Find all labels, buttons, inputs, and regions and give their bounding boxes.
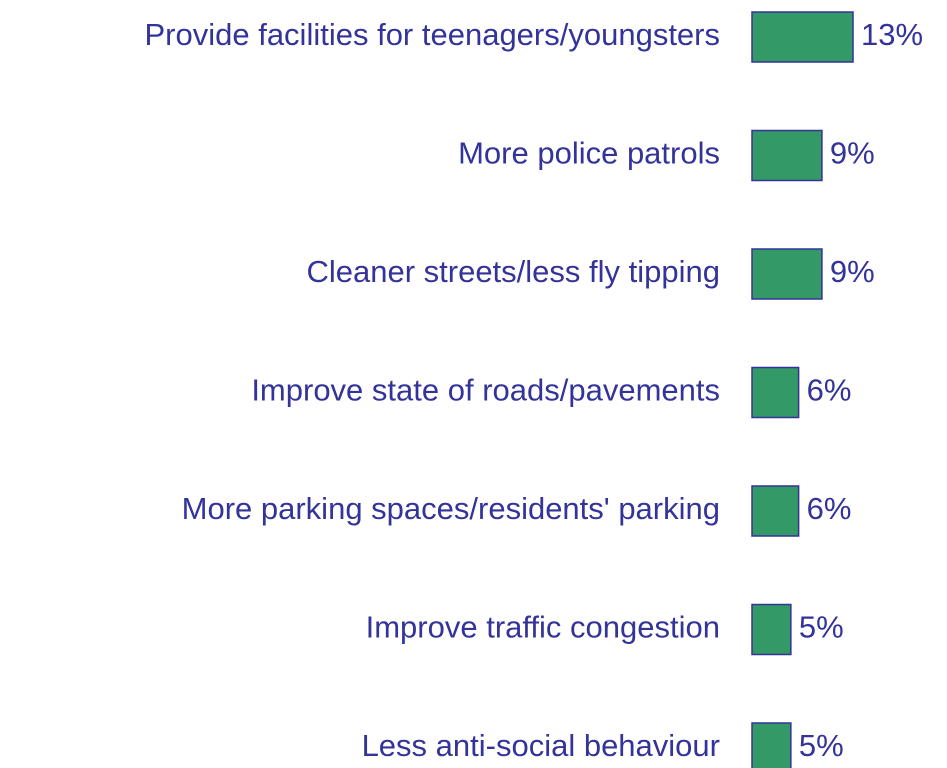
category-label: More police patrols: [458, 136, 720, 171]
bar: [751, 248, 823, 300]
category-label: More parking spaces/residents' parking: [182, 491, 720, 526]
value-label: 13%: [861, 17, 923, 52]
category-label: Improve traffic congestion: [366, 610, 720, 645]
value-label: 6%: [807, 373, 852, 408]
category-label: Improve state of roads/pavements: [251, 373, 720, 408]
category-label: Cleaner streets/less fly tipping: [306, 254, 720, 289]
bar: [751, 485, 800, 537]
category-label: Provide facilities for teenagers/youngst…: [144, 17, 720, 52]
value-label: 5%: [799, 610, 844, 645]
category-label: Less anti-social behaviour: [362, 728, 720, 763]
value-label: 6%: [807, 491, 852, 526]
value-label: 5%: [799, 728, 844, 763]
value-label: 9%: [830, 254, 875, 289]
value-label: 9%: [830, 136, 875, 171]
bar: [751, 366, 800, 419]
bar: [751, 11, 854, 63]
bar: [751, 722, 792, 768]
bar: [751, 603, 792, 656]
bar: [751, 129, 823, 182]
